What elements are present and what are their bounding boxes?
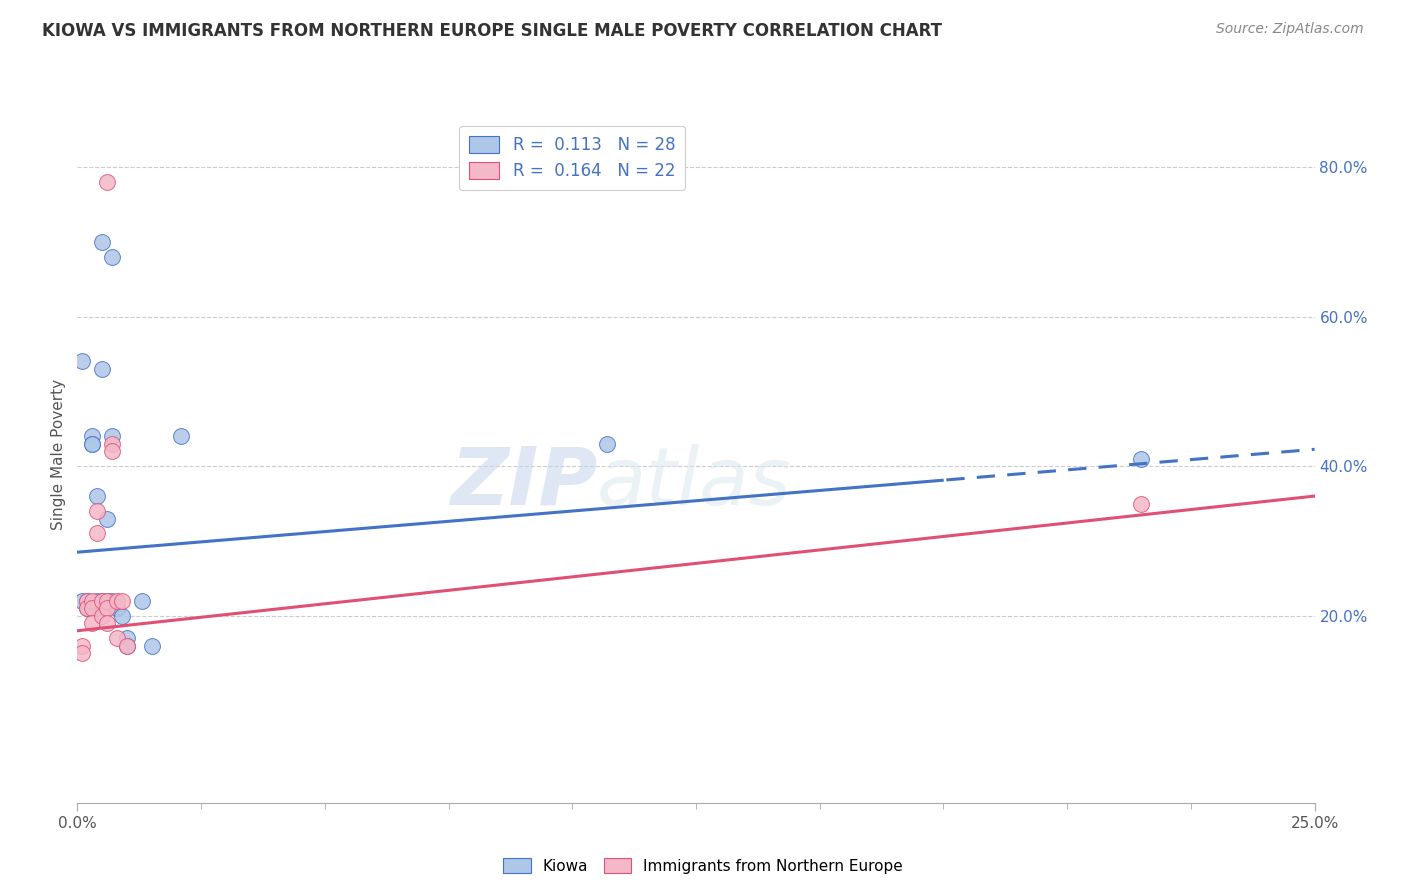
Point — [86, 526, 108, 541]
Point — [96, 601, 118, 615]
Point — [72, 354, 94, 368]
Point — [96, 511, 118, 525]
Point — [96, 594, 118, 608]
Point — [131, 594, 153, 608]
Point — [76, 601, 98, 615]
Point — [82, 429, 104, 443]
Point — [86, 489, 108, 503]
Point — [76, 594, 98, 608]
Point — [111, 594, 134, 608]
Point — [105, 601, 128, 615]
Point — [82, 601, 104, 615]
Point — [72, 594, 94, 608]
Point — [101, 594, 124, 608]
Legend: Kiowa, Immigrants from Northern Europe: Kiowa, Immigrants from Northern Europe — [496, 852, 910, 880]
Y-axis label: Single Male Poverty: Single Male Poverty — [51, 379, 66, 531]
Point — [1130, 451, 1153, 466]
Point — [596, 436, 619, 450]
Point — [82, 436, 104, 450]
Point — [82, 436, 104, 450]
Point — [115, 639, 138, 653]
Point — [101, 444, 124, 458]
Point — [105, 631, 128, 645]
Point — [76, 601, 98, 615]
Point — [91, 235, 114, 249]
Point — [91, 362, 114, 376]
Point — [101, 250, 124, 264]
Point — [105, 594, 128, 608]
Text: atlas: atlas — [598, 443, 792, 522]
Text: ZIP: ZIP — [450, 443, 598, 522]
Point — [96, 616, 118, 631]
Point — [101, 429, 124, 443]
Point — [82, 594, 104, 608]
Point — [96, 594, 118, 608]
Point — [111, 608, 134, 623]
Point — [96, 175, 118, 189]
Point — [91, 608, 114, 623]
Legend: R =  0.113   N = 28, R =  0.164   N = 22: R = 0.113 N = 28, R = 0.164 N = 22 — [460, 126, 685, 191]
Point — [1130, 497, 1153, 511]
Point — [101, 436, 124, 450]
Point — [72, 646, 94, 660]
Text: Source: ZipAtlas.com: Source: ZipAtlas.com — [1216, 22, 1364, 37]
Point — [170, 429, 193, 443]
Point — [82, 616, 104, 631]
Point — [86, 504, 108, 518]
Point — [105, 601, 128, 615]
Point — [76, 594, 98, 608]
Point — [115, 631, 138, 645]
Point — [86, 594, 108, 608]
Point — [91, 594, 114, 608]
Point — [141, 639, 163, 653]
Point — [72, 639, 94, 653]
Point — [91, 594, 114, 608]
Point — [115, 639, 138, 653]
Point — [86, 601, 108, 615]
Text: KIOWA VS IMMIGRANTS FROM NORTHERN EUROPE SINGLE MALE POVERTY CORRELATION CHART: KIOWA VS IMMIGRANTS FROM NORTHERN EUROPE… — [42, 22, 942, 40]
